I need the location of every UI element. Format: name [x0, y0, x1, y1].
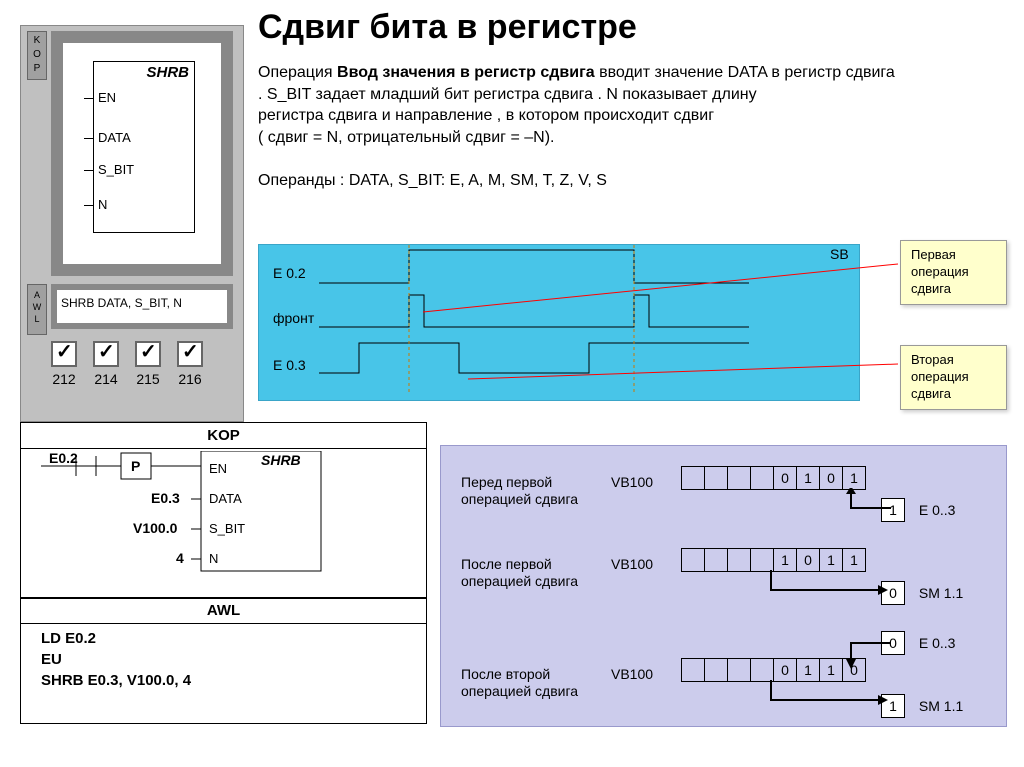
lcd-screen: SHRB EN DATA S_BIT N — [51, 31, 233, 276]
pin-data: DATA — [98, 130, 131, 145]
svg-text:S_BIT: S_BIT — [209, 521, 245, 536]
awl-code: LD E0.2 EU SHRB E0.3, V100.0, 4 — [41, 628, 191, 691]
arrow2-icon — [766, 568, 906, 598]
svg-text:SHRB: SHRB — [261, 452, 301, 468]
description: Операция Ввод значения в регистр сдвига … — [258, 62, 898, 192]
checkbox-212[interactable]: 212 — [51, 341, 77, 387]
row3-desc: После второй операцией сдвига — [461, 666, 591, 700]
checkbox-216[interactable]: 216 — [177, 341, 203, 387]
timing-diagram: E 0.2 фронт E 0.3 — [258, 244, 860, 401]
row1-desc: Перед первой операцией сдвига — [461, 474, 591, 508]
callout-second-shift: Вторая операция сдвига — [900, 345, 1007, 410]
timing-waves — [259, 245, 859, 400]
kop-side-label: KOP — [27, 31, 47, 80]
pin-n: N — [98, 197, 107, 212]
pin-en: EN — [98, 90, 116, 105]
checkbox-214[interactable]: 214 — [93, 341, 119, 387]
arrow4-icon — [766, 678, 906, 708]
svg-text:DATA: DATA — [209, 491, 242, 506]
kop-panel: KOP E0.2 P SHRB EN DATA S_BIT N E0.3 V10… — [20, 422, 427, 599]
register-panel: Перед первой операцией сдвига VB100 0101… — [440, 445, 1007, 727]
awl-side-label: AWL — [27, 284, 47, 335]
page-title: Сдвиг бита в регистре — [258, 8, 637, 47]
device-panel: KOP SHRB EN DATA S_BIT N AWL SHRB DATA, … — [20, 25, 244, 422]
svg-text:4: 4 — [176, 550, 184, 566]
kop-ladder: E0.2 P SHRB EN DATA S_BIT N E0.3 V100.0 … — [21, 451, 426, 596]
callout-first-shift: Первая операция сдвига — [900, 240, 1007, 305]
svg-text:EN: EN — [209, 461, 227, 476]
kop-panel-title: KOP — [21, 423, 426, 449]
awl-panel: AWL LD E0.2 EU SHRB E0.3, V100.0, 4 — [20, 597, 427, 724]
row2-desc: После первой операцией сдвига — [461, 556, 591, 590]
shrb-block: SHRB EN DATA S_BIT N — [93, 61, 195, 233]
checkbox-row: 212 214 215 216 — [51, 341, 203, 387]
arrow1-icon — [841, 488, 911, 528]
awl-panel-title: AWL — [21, 598, 426, 624]
pin-sbit: S_BIT — [98, 162, 134, 177]
awl-lcd: SHRB DATA, S_BIT, N — [51, 284, 233, 329]
checkbox-215[interactable]: 215 — [135, 341, 161, 387]
svg-text:E0.2: E0.2 — [49, 451, 78, 466]
row1-bits: 0101 — [681, 466, 866, 492]
svg-text:P: P — [131, 458, 140, 474]
sb-label: SB — [830, 246, 849, 262]
svg-text:V100.0: V100.0 — [133, 520, 178, 536]
row1-vb: VB100 — [611, 474, 653, 490]
svg-text:E0.3: E0.3 — [151, 490, 180, 506]
svg-text:N: N — [209, 551, 218, 566]
row2-vb: VB100 — [611, 556, 653, 572]
block-title: SHRB — [146, 64, 189, 81]
row3-vb: VB100 — [611, 666, 653, 682]
